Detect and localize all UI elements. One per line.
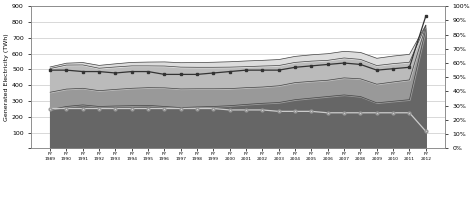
Fossil fuel dependence % — [64, 69, 69, 71]
Nuclear power share % — [357, 111, 363, 114]
Nuclear power share % — [113, 107, 118, 110]
Nuclear power share % — [227, 109, 233, 111]
Nuclear power share % — [80, 107, 86, 110]
Fossil fuel dependence % — [129, 70, 135, 73]
Fossil fuel dependence % — [390, 68, 396, 70]
Nuclear power share % — [210, 107, 216, 110]
Fossil fuel dependence % — [341, 62, 347, 64]
Nuclear power share % — [309, 110, 314, 113]
Nuclear power share % — [390, 111, 396, 114]
Fossil fuel dependence % — [260, 69, 265, 71]
Fossil fuel dependence % — [80, 70, 86, 73]
Fossil fuel dependence % — [243, 69, 249, 71]
Fossil fuel dependence % — [96, 70, 102, 73]
Fossil fuel dependence % — [357, 63, 363, 66]
Fossil fuel dependence % — [210, 72, 216, 74]
Nuclear power share % — [129, 107, 135, 110]
Fossil fuel dependence % — [374, 69, 380, 71]
Fossil fuel dependence % — [407, 66, 412, 69]
Fossil fuel dependence % — [194, 73, 200, 76]
Nuclear power share % — [276, 110, 282, 113]
Fossil fuel dependence % — [423, 15, 428, 17]
Fossil fuel dependence % — [276, 69, 282, 71]
Fossil fuel dependence % — [145, 70, 151, 73]
Fossil fuel dependence % — [325, 63, 331, 66]
Nuclear power share % — [47, 107, 53, 110]
Nuclear power share % — [64, 107, 69, 110]
Nuclear power share % — [260, 109, 265, 111]
Nuclear power share % — [96, 107, 102, 110]
Fossil fuel dependence % — [309, 65, 314, 67]
Nuclear power share % — [178, 107, 183, 110]
Nuclear power share % — [162, 107, 167, 110]
Nuclear power share % — [243, 109, 249, 111]
Nuclear power share % — [194, 107, 200, 110]
Fossil fuel dependence % — [178, 73, 183, 76]
Nuclear power share % — [407, 111, 412, 114]
Fossil fuel dependence % — [292, 66, 298, 69]
Fossil fuel dependence % — [113, 72, 118, 74]
Nuclear power share % — [423, 130, 428, 132]
Nuclear power share % — [374, 111, 380, 114]
Line: Fossil fuel dependence %: Fossil fuel dependence % — [49, 15, 427, 76]
Fossil fuel dependence % — [227, 70, 233, 73]
Line: Nuclear power share %: Nuclear power share % — [49, 107, 427, 133]
Nuclear power share % — [145, 107, 151, 110]
Nuclear power share % — [341, 111, 347, 114]
Y-axis label: Generated Electricity (TWh): Generated Electricity (TWh) — [4, 33, 9, 121]
Nuclear power share % — [292, 110, 298, 113]
Fossil fuel dependence % — [162, 73, 167, 76]
Fossil fuel dependence % — [47, 69, 53, 71]
Nuclear power share % — [325, 111, 331, 114]
